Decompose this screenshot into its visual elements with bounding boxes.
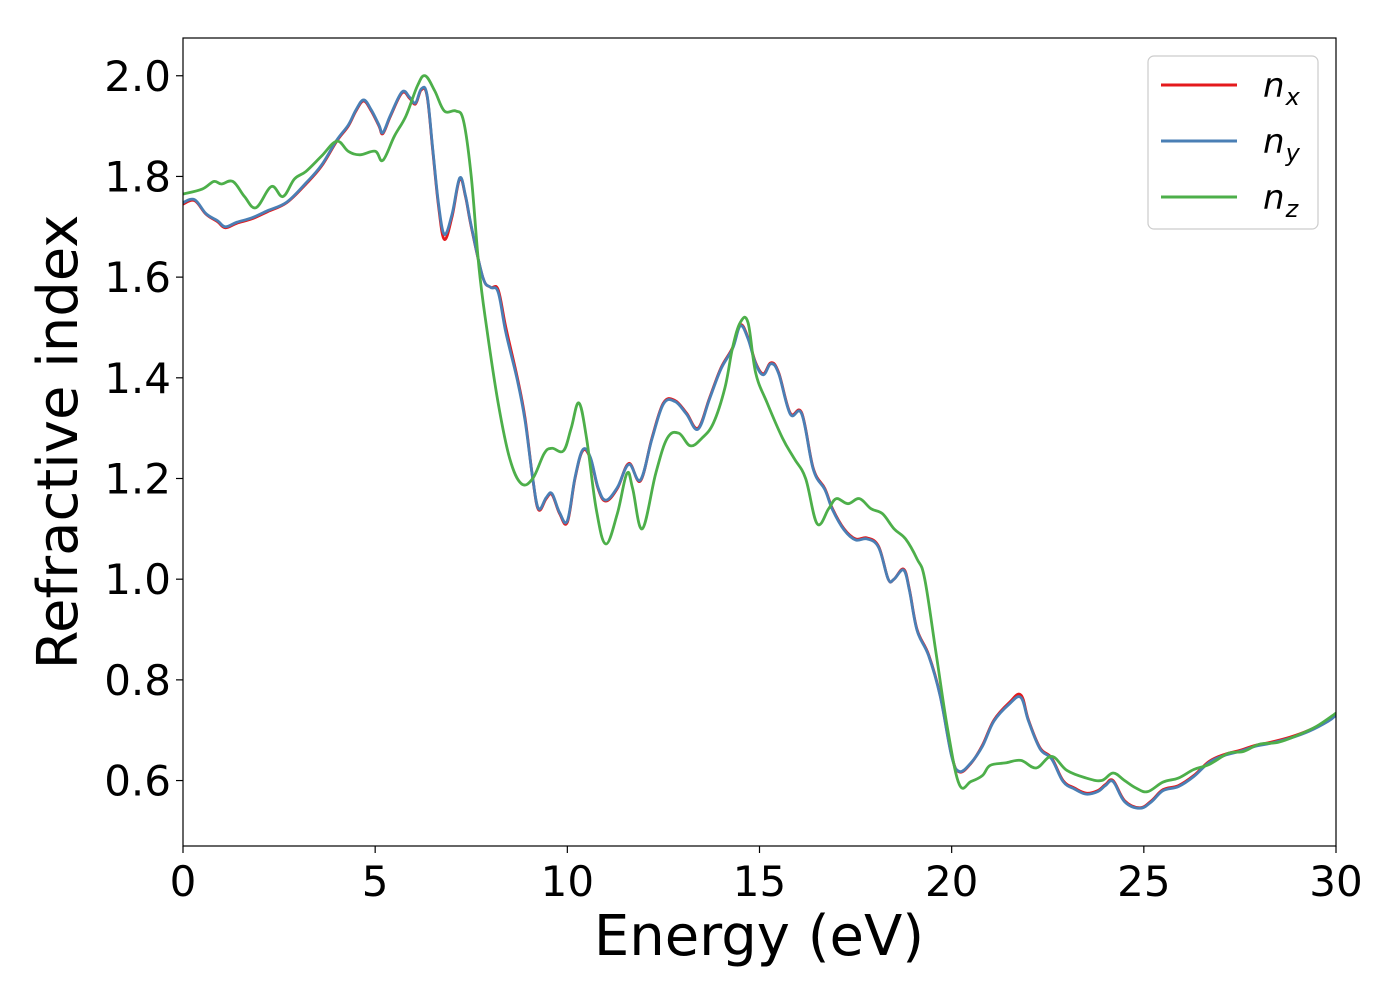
legend-label-y: ny — [1263, 122, 1301, 167]
series-layer — [183, 74, 1336, 810]
x-axis-label: Energy (eV) — [594, 904, 924, 969]
legend: nx ny nz — [1147, 55, 1319, 230]
y-tick-label: 1.4 — [104, 354, 171, 403]
x-tick-label: 10 — [541, 857, 594, 906]
series-line-y — [183, 85, 1336, 810]
y-tick-label: 1.8 — [104, 152, 171, 201]
x-tick-label: 30 — [1309, 857, 1362, 906]
y-tick-label: 1.0 — [104, 555, 171, 604]
x-tick-label: 5 — [362, 857, 389, 906]
y-tick-label: 0.6 — [104, 757, 171, 806]
x-tick-label: 0 — [170, 857, 197, 906]
series-line-z — [183, 74, 1336, 794]
y-tick-label: 2.0 — [104, 52, 171, 101]
legend-label-x: nx — [1263, 66, 1301, 111]
x-tick-label: 15 — [733, 857, 786, 906]
x-tick-label: 20 — [925, 857, 978, 906]
y-axis-label: Refractive index — [26, 215, 91, 670]
legend-label-z: nz — [1263, 178, 1300, 223]
x-axis-ticks: 0 5 10 15 20 25 30 — [170, 846, 1363, 906]
y-axis-ticks: 0.6 0.8 1.0 1.2 1.4 1.6 1.8 2.0 — [104, 52, 183, 806]
x-tick-label: 25 — [1117, 857, 1170, 906]
y-tick-label: 1.2 — [104, 454, 171, 503]
y-tick-label: 1.6 — [104, 253, 171, 302]
y-tick-label: 0.8 — [104, 656, 171, 705]
